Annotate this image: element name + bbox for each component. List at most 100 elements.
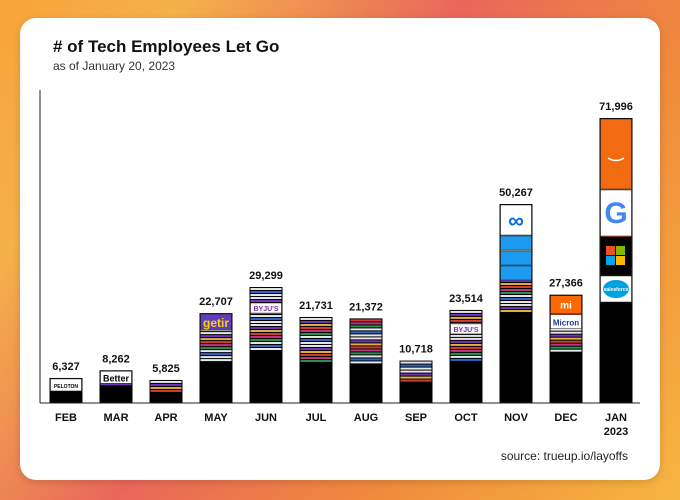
- logo-stripe: [250, 342, 282, 345]
- logo-stripe: [250, 318, 282, 321]
- meta-icon: ∞: [508, 208, 524, 233]
- logo-stripe: [450, 313, 482, 316]
- logo-stripe: [250, 345, 282, 348]
- logo-stripe: [200, 335, 232, 338]
- value-label-jun: 29,299: [249, 270, 283, 282]
- google-logo: [600, 189, 632, 237]
- logo-stripe: [350, 361, 382, 364]
- logo-stripe: [200, 353, 232, 356]
- value-label-nov: 50,267: [499, 187, 533, 199]
- byjus-logo: [250, 302, 282, 314]
- bars-group: [49, 118, 633, 403]
- logo-stripe: [300, 350, 332, 353]
- logo-stripe: [300, 335, 332, 338]
- twitter-logo-3: [500, 265, 532, 281]
- tick-label-aug: AUG: [354, 412, 378, 424]
- logo-stripe: [300, 329, 332, 332]
- logo-stripe: [200, 344, 232, 347]
- logo-stripe: [150, 389, 182, 392]
- logo-stripe: [250, 324, 282, 327]
- xiaomi-logo-text: mi: [560, 301, 572, 312]
- logo-stack-jun: [250, 288, 282, 351]
- logo-stripe: [300, 353, 332, 356]
- logo-stripe: [350, 343, 382, 346]
- logo-stack-apr: [150, 380, 182, 392]
- logo-stripe: [200, 338, 232, 341]
- tick-label-sep: SEP: [405, 412, 427, 424]
- tick-label-apr: APR: [154, 412, 177, 424]
- logo-stripe: [500, 298, 532, 301]
- logo-stripe: [300, 338, 332, 341]
- logo-stripe: [400, 367, 432, 370]
- x-tick-labels: FEB MAR APR MAY JUN JUL AUG SEP OCT NOV DEC JAN 2023: [55, 412, 628, 438]
- byjus-logo-oct: [450, 323, 482, 335]
- logo-stripe: [350, 349, 382, 352]
- tick-sublabel-jan: 2023: [604, 426, 628, 438]
- logo-stripe: [550, 340, 582, 343]
- logo-stripe: [550, 346, 582, 349]
- logo-stripe: [550, 328, 582, 331]
- value-label-jan: 71,996: [599, 101, 633, 113]
- logo-stripe: [200, 359, 232, 362]
- logo-stack-oct: [450, 310, 482, 361]
- value-label-feb: 6,327: [52, 361, 80, 373]
- logo-stripe: [250, 315, 282, 318]
- tick-label-nov: NOV: [504, 412, 529, 424]
- better-logo-text: Better: [103, 373, 130, 383]
- logo-stripe: [500, 280, 532, 283]
- logo-stripe: [300, 359, 332, 362]
- logo-stripe: [400, 376, 432, 379]
- peloton-logo: [50, 378, 82, 392]
- logo-stripe: [550, 331, 582, 334]
- logo-stripe: [450, 355, 482, 358]
- logo-stripe: [400, 364, 432, 367]
- logo-stripe: [350, 340, 382, 343]
- tick-label-jan: JAN: [605, 412, 627, 424]
- xiaomi-logo: [550, 295, 582, 314]
- logo-stripe: [350, 319, 382, 322]
- logo-stripe: [350, 334, 382, 337]
- micron-logo: [550, 314, 582, 329]
- chart-subtitle: as of January 20, 2023: [53, 59, 176, 73]
- value-label-sep: 10,718: [399, 344, 433, 356]
- logo-stripe: [350, 322, 382, 325]
- logo-stripe: [450, 340, 482, 343]
- logo-stripe: [300, 323, 332, 326]
- logo-stripe: [550, 334, 582, 337]
- micron-logo-text: Micron: [553, 319, 579, 328]
- logo-stripe: [250, 288, 282, 291]
- logo-stripe: [250, 339, 282, 342]
- logo-stripe: [550, 343, 582, 346]
- logo-stripe: [450, 319, 482, 322]
- logo-stripe: [450, 337, 482, 340]
- logo-stripe: [500, 295, 532, 298]
- chart-title: # of Tech Employees Let Go: [53, 37, 280, 56]
- logo-stripe: [400, 379, 432, 382]
- logo-stripe: [400, 373, 432, 376]
- logo-stripe: [150, 386, 182, 389]
- logo-stripe: [400, 370, 432, 373]
- amazon-smile-icon: [607, 157, 625, 162]
- tick-label-may: MAY: [204, 412, 228, 424]
- microsoft-square-green: [616, 246, 625, 255]
- logo-stripe: [450, 310, 482, 313]
- logo-stripe: [300, 326, 332, 329]
- meta-logo: [500, 204, 532, 236]
- getir-logo: [200, 313, 232, 331]
- value-label-aug: 21,372: [349, 301, 383, 313]
- logo-stripe: [250, 330, 282, 333]
- logo-stripe: [250, 300, 282, 303]
- logo-stack-sep: [400, 361, 432, 382]
- value-labels: 6,327 8,262 5,825 22,707 29,299 21,731 21,372 1…: [52, 101, 633, 375]
- bar-aug: [349, 318, 383, 403]
- tick-label-dec: DEC: [554, 412, 577, 424]
- value-label-mar: 8,262: [102, 353, 130, 365]
- logo-stripe: [250, 327, 282, 330]
- logo-stripe: [450, 346, 482, 349]
- microsoft-square-red: [606, 246, 615, 255]
- source-note: source: trueup.io/layoffs: [500, 449, 628, 463]
- logo-stripe: [450, 358, 482, 361]
- peloton-logo-text: PELOTON: [54, 384, 78, 390]
- logo-stripe: [300, 347, 332, 350]
